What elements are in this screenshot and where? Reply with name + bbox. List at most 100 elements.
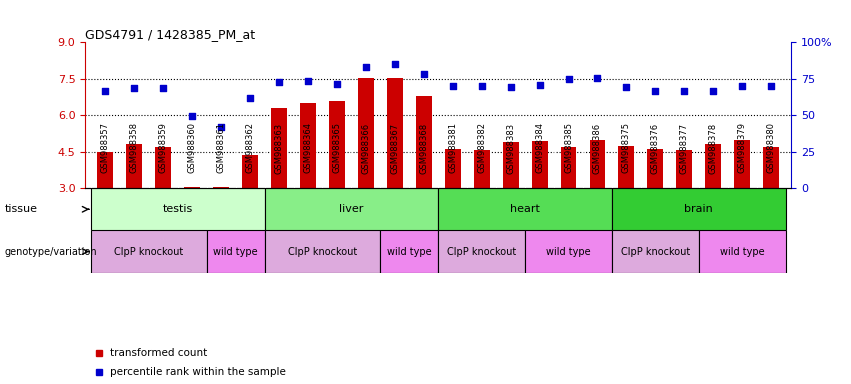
Point xyxy=(504,84,517,90)
Text: transformed count: transformed count xyxy=(110,348,207,358)
Bar xyxy=(612,230,699,273)
Point xyxy=(648,88,662,94)
Text: ClpP knockout: ClpP knockout xyxy=(447,247,517,257)
Text: GSM988368: GSM988368 xyxy=(420,122,428,174)
Text: GSM988360: GSM988360 xyxy=(188,122,197,174)
Text: GSM988375: GSM988375 xyxy=(622,122,631,174)
Point xyxy=(735,83,749,89)
Point xyxy=(764,83,778,89)
Text: wild type: wild type xyxy=(720,247,764,257)
Text: GSM988357: GSM988357 xyxy=(101,122,110,174)
Text: GSM988383: GSM988383 xyxy=(506,122,515,174)
Bar xyxy=(126,144,142,188)
Text: GSM988363: GSM988363 xyxy=(275,122,283,174)
Text: GSM988382: GSM988382 xyxy=(477,122,486,174)
Point xyxy=(243,95,257,101)
Point xyxy=(99,88,112,94)
Point xyxy=(706,88,720,94)
Bar xyxy=(387,78,403,188)
Text: GSM988367: GSM988367 xyxy=(391,122,399,174)
Text: GSM988366: GSM988366 xyxy=(362,122,370,174)
Text: GSM988358: GSM988358 xyxy=(130,122,139,174)
Text: GSM988381: GSM988381 xyxy=(448,122,457,174)
Text: ClpP knockout: ClpP knockout xyxy=(288,247,357,257)
Bar xyxy=(648,149,663,188)
Bar xyxy=(590,139,605,188)
Text: GSM988364: GSM988364 xyxy=(304,122,312,174)
Bar xyxy=(763,147,780,188)
Bar xyxy=(699,230,785,273)
Text: wild type: wild type xyxy=(546,247,591,257)
Bar xyxy=(358,78,374,188)
Bar xyxy=(300,103,316,188)
Bar xyxy=(243,156,258,188)
Point xyxy=(330,81,344,87)
Bar xyxy=(214,187,229,188)
Text: GSM988365: GSM988365 xyxy=(333,122,341,174)
Point xyxy=(186,113,199,119)
Text: GSM988378: GSM988378 xyxy=(709,122,717,174)
Text: percentile rank within the sample: percentile rank within the sample xyxy=(110,367,286,377)
Text: GSM988384: GSM988384 xyxy=(535,122,544,174)
Text: genotype/variation: genotype/variation xyxy=(4,247,97,257)
Text: heart: heart xyxy=(510,204,540,214)
Text: GSM988362: GSM988362 xyxy=(246,122,254,174)
Bar xyxy=(207,230,265,273)
Point xyxy=(533,82,546,88)
Bar xyxy=(97,152,113,188)
Bar xyxy=(619,146,634,188)
Text: ClpP knockout: ClpP knockout xyxy=(114,247,184,257)
Point xyxy=(272,79,286,86)
Text: wild type: wild type xyxy=(214,247,258,257)
Bar xyxy=(271,108,287,188)
Bar xyxy=(438,188,612,230)
Bar xyxy=(532,141,547,188)
Text: GSM988380: GSM988380 xyxy=(767,122,775,174)
Text: GSM988385: GSM988385 xyxy=(564,122,573,174)
Point xyxy=(301,78,315,84)
Bar xyxy=(265,230,380,273)
Text: GDS4791 / 1428385_PM_at: GDS4791 / 1428385_PM_at xyxy=(85,28,255,41)
Point xyxy=(620,84,633,90)
Point xyxy=(359,63,373,70)
Bar xyxy=(474,151,489,188)
Text: GSM988359: GSM988359 xyxy=(159,122,168,173)
Bar xyxy=(185,187,200,188)
Bar xyxy=(329,101,345,188)
Point xyxy=(214,124,228,131)
Bar xyxy=(445,149,460,188)
Bar xyxy=(561,147,576,188)
Text: GSM988386: GSM988386 xyxy=(593,122,602,174)
Bar xyxy=(438,230,525,273)
Text: GSM988361: GSM988361 xyxy=(217,122,226,174)
Text: GSM988376: GSM988376 xyxy=(651,122,660,174)
Bar xyxy=(705,144,722,188)
Text: GSM988377: GSM988377 xyxy=(680,122,688,174)
Point xyxy=(591,74,604,81)
Text: brain: brain xyxy=(684,204,713,214)
Text: tissue: tissue xyxy=(4,204,37,214)
Text: testis: testis xyxy=(163,204,193,214)
Bar xyxy=(612,188,785,230)
Text: wild type: wild type xyxy=(387,247,431,257)
Point xyxy=(388,61,402,67)
Bar xyxy=(265,188,438,230)
Bar xyxy=(734,139,751,188)
Point xyxy=(677,88,691,94)
Bar xyxy=(525,230,612,273)
Bar xyxy=(380,230,438,273)
Text: liver: liver xyxy=(340,204,363,214)
Bar xyxy=(416,96,431,188)
Text: GSM988379: GSM988379 xyxy=(738,122,746,174)
Bar xyxy=(677,151,692,188)
Point xyxy=(417,71,431,77)
Point xyxy=(562,76,575,82)
Point xyxy=(475,83,488,89)
Bar xyxy=(91,230,207,273)
Point xyxy=(128,85,141,91)
Point xyxy=(157,85,170,91)
Text: ClpP knockout: ClpP knockout xyxy=(620,247,690,257)
Bar xyxy=(91,188,265,230)
Bar xyxy=(155,147,171,188)
Point xyxy=(446,83,460,89)
